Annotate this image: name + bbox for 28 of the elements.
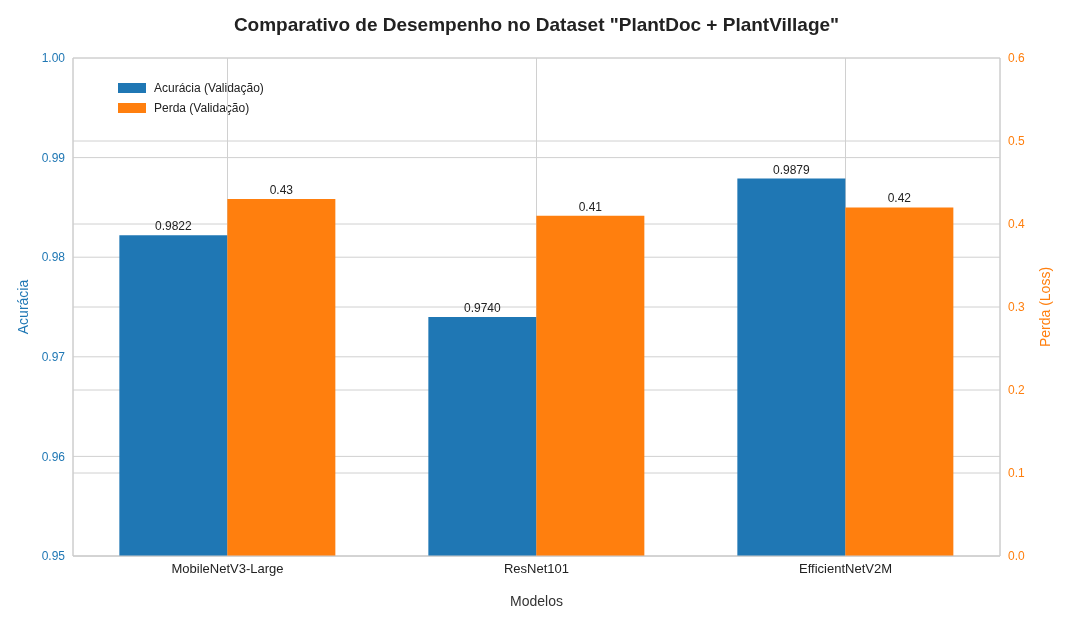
x-tick-label: EfficientNetV2M bbox=[799, 561, 892, 577]
chart-title: Comparativo de Desempenho no Dataset "PlantDoc + PlantVillage" bbox=[232, 13, 841, 36]
data-label: 0.9879 bbox=[773, 162, 811, 177]
x-tick-label: MobileNetV3-Large bbox=[171, 561, 284, 577]
y-tick-label: 1.00 bbox=[41, 51, 66, 66]
legend-label: Acurácia (Validação) bbox=[154, 80, 264, 97]
y-tick-label: 0.98 bbox=[41, 250, 66, 265]
data-label: 0.9822 bbox=[155, 219, 193, 234]
y2-tick-label: 0.5 bbox=[1008, 134, 1026, 149]
x-axis-title: Modelos bbox=[510, 593, 563, 609]
data-label: 0.42 bbox=[887, 191, 912, 206]
y-tick-label: 0.97 bbox=[41, 350, 66, 365]
y2-tick-label: 0.6 bbox=[1008, 51, 1026, 66]
x-tick-label: ResNet101 bbox=[503, 561, 570, 577]
y2-tick-label: 0.0 bbox=[1008, 549, 1026, 564]
legend-label: Perda (Validação) bbox=[154, 100, 250, 117]
data-label: 0.41 bbox=[578, 199, 603, 214]
y-tick-label: 0.95 bbox=[41, 549, 66, 564]
y-tick-label: 0.96 bbox=[41, 449, 66, 464]
data-label: 0.9740 bbox=[464, 300, 502, 315]
y2-axis-title: Perda (Loss) bbox=[1036, 266, 1053, 348]
y2-tick-label: 0.1 bbox=[1008, 466, 1026, 481]
y2-tick-label: 0.4 bbox=[1008, 217, 1026, 232]
y-tick-label: 0.99 bbox=[41, 150, 66, 165]
y2-tick-label: 0.3 bbox=[1008, 300, 1026, 315]
y-axis-title: Acurácia bbox=[14, 279, 31, 335]
data-label: 0.43 bbox=[269, 183, 294, 198]
y2-tick-label: 0.2 bbox=[1008, 383, 1026, 398]
